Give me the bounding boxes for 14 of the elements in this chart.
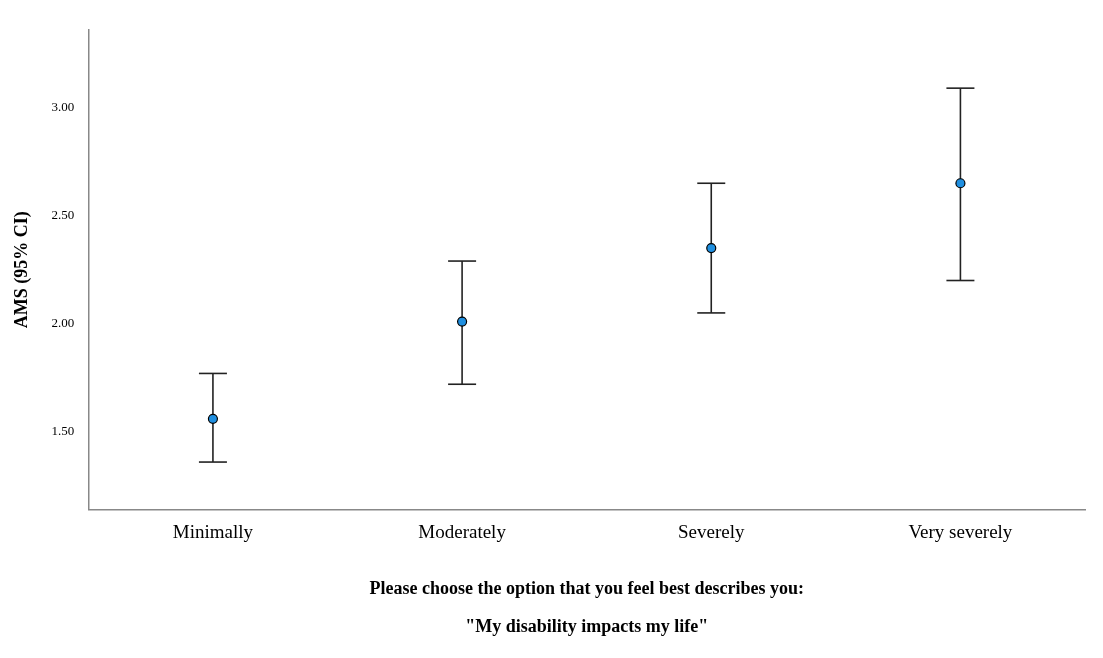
x-axis-title: Please choose the option that you feel best describes you: "My disability impacts my life" [369,577,804,636]
y-axis-title: AMS (95% CI) [11,211,33,329]
x-tick-label: Severely [678,520,745,542]
y-tick-label: 2.00 [51,315,75,331]
point [955,178,966,189]
x-tick-label: Minimally [172,520,254,542]
y-tick-label: 1.50 [51,423,75,439]
x-tick-label: Very severely [908,520,1013,542]
point [456,316,468,327]
point [706,242,717,254]
x-tick-label: Moderately [418,520,507,542]
point [207,413,219,424]
y-tick-label: 2.50 [51,207,75,223]
y-tick-label: 3.00 [51,99,75,115]
